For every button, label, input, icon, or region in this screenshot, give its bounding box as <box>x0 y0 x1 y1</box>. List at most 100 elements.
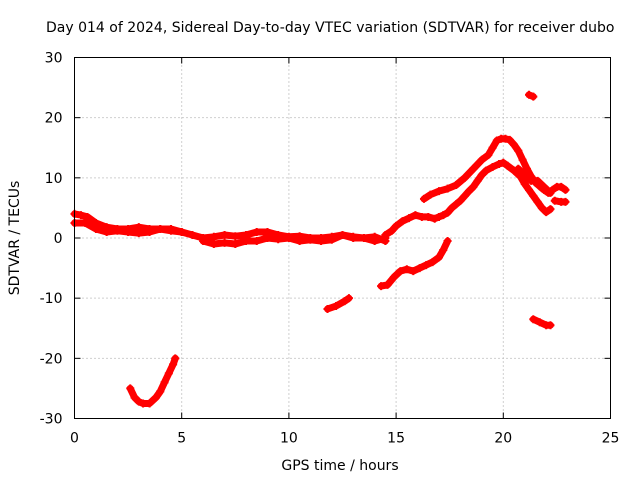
data-point <box>522 164 531 173</box>
data-point <box>188 230 197 239</box>
data-point <box>488 143 497 152</box>
data-point <box>546 205 555 214</box>
data-point <box>533 197 542 206</box>
y-tick-label: -30 <box>40 412 63 428</box>
data-point <box>317 237 326 246</box>
y-tick-labels: -30 -20 -10 0 10 20 30 <box>40 51 63 428</box>
data-point <box>434 187 443 196</box>
data-point <box>389 273 398 282</box>
data-point <box>209 232 218 241</box>
data-point <box>460 173 469 182</box>
data-point <box>340 297 349 306</box>
x-tick-label: 10 <box>280 431 298 447</box>
series-trace-g <box>381 158 555 239</box>
x-tick-label: 25 <box>602 431 620 447</box>
data-point <box>452 200 461 209</box>
data-point <box>398 217 407 226</box>
data-point <box>460 191 469 200</box>
data-point <box>550 196 559 205</box>
data-point <box>263 234 272 242</box>
data-point <box>124 227 133 236</box>
data-point <box>514 164 523 173</box>
data-point <box>430 214 439 223</box>
data-point <box>561 197 570 206</box>
y-tick-label: 0 <box>54 231 63 247</box>
series-trace-e <box>323 294 353 313</box>
data-point <box>525 185 534 194</box>
data-point <box>151 393 160 402</box>
data-point <box>370 237 379 246</box>
data-point <box>477 170 486 179</box>
data-point <box>359 234 368 242</box>
data-point <box>492 136 501 145</box>
data-point <box>469 164 478 173</box>
data-point <box>404 214 413 223</box>
data-point <box>169 360 178 369</box>
x-tick-labels: 0 5 10 15 20 25 <box>70 431 619 447</box>
y-axis-label: SDTVAR / TECUs <box>7 181 23 296</box>
data-point <box>456 196 465 205</box>
y-tick-label: 30 <box>45 51 63 67</box>
data-point <box>464 187 473 196</box>
data-point <box>349 232 358 241</box>
data-point <box>171 354 180 363</box>
data-point <box>323 304 332 313</box>
chart-title: Day 014 of 2024, Sidereal Day-to-day VTE… <box>46 20 614 36</box>
x-tick-label: 5 <box>177 431 186 447</box>
data-point <box>546 321 555 330</box>
data-point <box>557 182 566 191</box>
data-point <box>514 146 523 155</box>
data-point <box>199 237 208 246</box>
data-point <box>501 134 510 143</box>
data-point <box>505 135 514 144</box>
data-point <box>83 212 92 221</box>
data-point <box>338 230 347 239</box>
series-trace-d <box>126 354 180 408</box>
data-point <box>411 211 420 220</box>
data-point <box>76 211 85 220</box>
data-point <box>344 294 353 303</box>
data-point <box>396 267 405 276</box>
series-trace-c <box>199 230 390 249</box>
data-point <box>477 155 486 164</box>
data-point <box>102 227 111 236</box>
y-tick-label: -20 <box>40 351 63 367</box>
data-point <box>525 90 534 99</box>
x-tick-label: 20 <box>494 431 512 447</box>
data-point <box>145 227 154 236</box>
data-point <box>252 227 261 236</box>
data-point <box>529 315 538 324</box>
data-point <box>482 166 491 175</box>
y-tick-label: 10 <box>45 171 63 187</box>
series-trace-j <box>550 196 570 206</box>
data-point <box>415 264 424 273</box>
data-point <box>439 211 448 220</box>
x-tick-label: 0 <box>70 431 79 447</box>
data-point <box>529 191 538 200</box>
data-point <box>231 232 240 241</box>
data-point <box>209 240 218 249</box>
data-point <box>495 159 504 168</box>
data-point <box>533 176 542 185</box>
data-point <box>426 190 435 199</box>
data-point <box>529 92 538 101</box>
data-point <box>452 181 461 190</box>
data-point <box>469 182 478 191</box>
data-point <box>134 397 143 406</box>
y-tick-label: -10 <box>40 291 63 307</box>
data-series <box>70 90 570 408</box>
data-point <box>252 237 261 246</box>
data-point <box>443 237 452 246</box>
data-point <box>377 282 386 291</box>
data-point <box>499 158 508 167</box>
data-point <box>383 280 392 289</box>
data-point <box>332 301 341 310</box>
data-point <box>160 378 169 387</box>
data-point <box>231 240 240 249</box>
data-point <box>434 253 443 262</box>
data-point <box>447 203 456 212</box>
series-line <box>324 294 353 313</box>
data-point <box>422 261 431 270</box>
data-point <box>546 188 555 197</box>
